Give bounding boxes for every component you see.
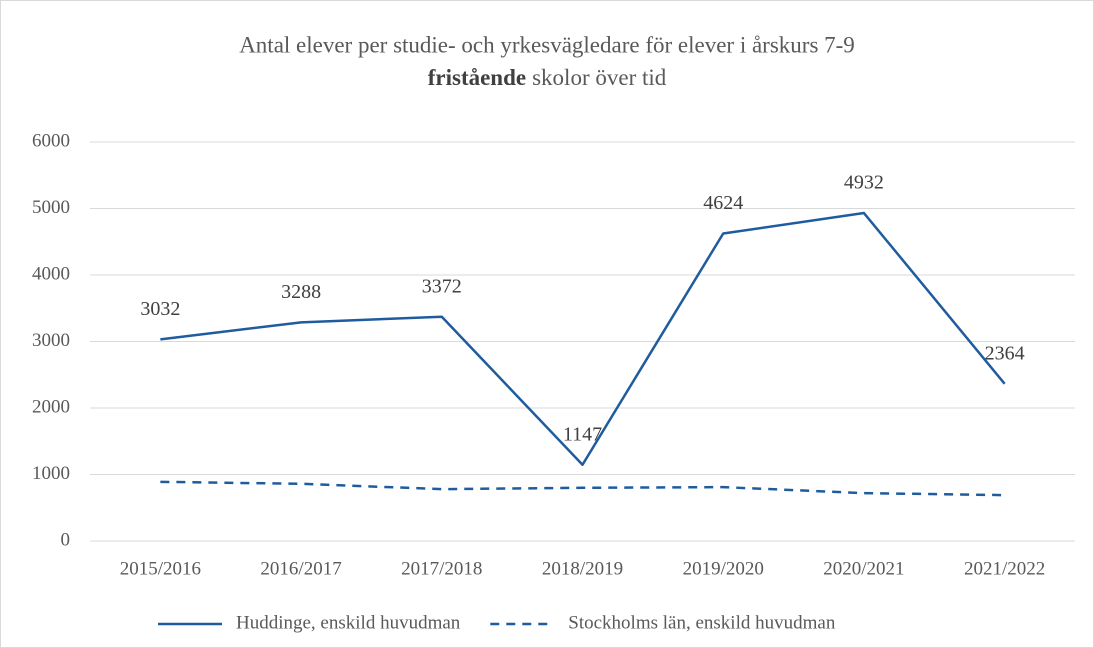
series-line xyxy=(160,211,1006,466)
data-label: 3372 xyxy=(422,275,462,297)
series-line xyxy=(160,480,1005,497)
data-label: 4932 xyxy=(844,172,884,194)
title-bold: fristående xyxy=(428,65,526,90)
y-tick-label: 1000 xyxy=(32,463,70,484)
x-tick-label: 2020/2021 xyxy=(823,558,904,579)
data-label: 3288 xyxy=(281,281,321,303)
y-tick-label: 3000 xyxy=(32,330,70,351)
legend-label: Stockholms län, enskild huvudman xyxy=(568,612,836,633)
chart-title: Antal elever per studie- och yrkesvägled… xyxy=(239,32,855,57)
y-tick-label: 4000 xyxy=(32,263,70,284)
data-label: 4624 xyxy=(703,192,743,214)
chart-title-line2: fristående skolor över tid xyxy=(428,65,667,90)
y-tick-label: 0 xyxy=(61,529,71,550)
legend-label: Huddinge, enskild huvudman xyxy=(236,612,461,633)
y-tick-label: 5000 xyxy=(32,197,70,218)
x-tick-label: 2015/2016 xyxy=(120,558,201,579)
x-tick-label: 2016/2017 xyxy=(260,558,341,579)
x-tick-label: 2017/2018 xyxy=(401,558,482,579)
y-tick-label: 2000 xyxy=(32,396,70,417)
x-tick-label: 2018/2019 xyxy=(542,558,623,579)
data-label: 1147 xyxy=(563,423,602,445)
data-label: 3032 xyxy=(140,298,180,320)
y-tick-label: 6000 xyxy=(32,130,70,151)
x-tick-label: 2021/2022 xyxy=(964,558,1045,579)
x-tick-label: 2019/2020 xyxy=(683,558,764,579)
title-rest: skolor över tid xyxy=(532,65,667,90)
data-label: 2364 xyxy=(985,342,1025,364)
